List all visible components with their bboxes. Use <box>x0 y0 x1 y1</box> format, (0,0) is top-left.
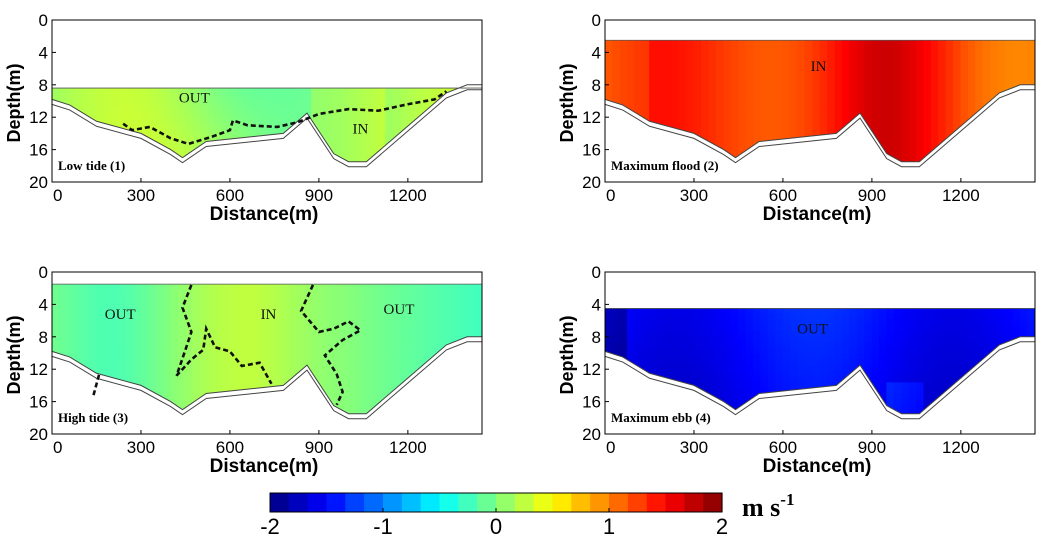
x-tick-label: 0 <box>606 186 615 205</box>
river-bed-line <box>51 84 482 163</box>
x-tick-label: 1200 <box>942 438 980 457</box>
velocity-field <box>605 40 1035 162</box>
x-tick-label: 300 <box>680 186 708 205</box>
panel-3: 0 4 8 12 16 20 0 300 600 900 1200 Distance(m) Depth(… <box>4 263 483 477</box>
river-bank-line <box>604 341 1035 420</box>
y-tick-label: 16 <box>29 141 48 160</box>
x-tick-label: 600 <box>769 186 797 205</box>
x-tick-label: 1200 <box>942 186 980 205</box>
x-tick-label: 0 <box>606 438 615 457</box>
x-tick-label: 600 <box>216 438 244 457</box>
x-tick-label: 900 <box>858 438 886 457</box>
x-tick-label: 300 <box>127 438 155 457</box>
y-tick-label: 4 <box>39 43 48 62</box>
axes-box <box>51 271 483 435</box>
river-bed-line <box>604 336 1035 415</box>
x-tick-label: 900 <box>858 186 886 205</box>
colorbar-unit-base: m s <box>742 493 780 522</box>
y-tick-label: 4 <box>39 295 48 314</box>
y-tick-label: 4 <box>592 295 601 314</box>
y-tick-label: 12 <box>582 108 601 127</box>
x-tick-label: 600 <box>769 438 797 457</box>
panel-2: 0 4 8 12 16 20 0 300 600 900 1200 Distance(m) Depth(… <box>557 11 1036 225</box>
velocity-field <box>52 284 482 414</box>
y-tick-label: 12 <box>582 360 601 379</box>
panel-1: 0 4 8 12 16 20 0 300 600 900 1200 Distance(m) Depth(… <box>4 11 483 225</box>
x-tick-label: 300 <box>680 438 708 457</box>
colorbar-tick-label: 2 <box>716 514 728 539</box>
y-tick-label: 16 <box>29 393 48 412</box>
x-tick-label: 0 <box>53 438 62 457</box>
river-bed-line <box>51 336 482 415</box>
y-tick-label: 4 <box>592 43 601 62</box>
y-tick-label: 16 <box>582 393 601 412</box>
colorbar: -2 -1 0 1 2m s-1 <box>260 490 794 539</box>
y-tick-label: 8 <box>39 76 48 95</box>
y-tick-label: 0 <box>592 263 601 282</box>
flow-direction-label: IN <box>352 121 368 137</box>
colorbar-tick-label: -1 <box>373 514 393 539</box>
panel-4: 0 4 8 12 16 20 0 300 600 900 1200 Distance(m) Depth(… <box>557 263 1036 477</box>
panel-label: High tide (3) <box>58 410 128 425</box>
y-tick-label: 12 <box>29 108 48 127</box>
y-axis-label: Depth(m) <box>557 64 577 143</box>
flow-direction-label: IN <box>261 307 277 323</box>
colorbar-tick-label: 1 <box>603 514 615 539</box>
x-tick-label: 0 <box>53 186 62 205</box>
y-tick-label: 8 <box>592 328 601 347</box>
y-axis-label: Depth(m) <box>4 316 24 395</box>
y-tick-label: 16 <box>582 141 601 160</box>
y-axis-label: Depth(m) <box>557 316 577 395</box>
colorbar-unit-exponent: -1 <box>780 490 794 509</box>
x-tick-label: 600 <box>216 186 244 205</box>
zero-velocity-contour <box>175 284 273 385</box>
axes-box <box>51 19 483 183</box>
y-tick-label: 8 <box>39 328 48 347</box>
x-axis-label: Distance(m) <box>210 204 319 225</box>
y-tick-label: 8 <box>592 76 601 95</box>
y-tick-label: 20 <box>582 425 601 444</box>
flow-direction-label: OUT <box>384 302 415 318</box>
flow-direction-label: IN <box>811 59 827 75</box>
x-tick-label: 1200 <box>389 186 427 205</box>
panel-label: Maximum flood (2) <box>611 158 719 173</box>
x-axis-label: Distance(m) <box>763 204 872 225</box>
y-tick-label: 20 <box>29 173 48 192</box>
x-axis-label: Distance(m) <box>763 456 872 477</box>
y-tick-label: 0 <box>39 11 48 30</box>
zero-velocity-contour <box>92 372 101 396</box>
river-bank-line <box>51 89 482 168</box>
river-bank-line <box>51 341 482 420</box>
x-axis-label: Distance(m) <box>210 456 319 477</box>
axes-box <box>604 271 1036 435</box>
x-tick-label: 1200 <box>389 438 427 457</box>
y-axis-label: Depth(m) <box>4 64 24 143</box>
flow-direction-label: OUT <box>105 307 136 323</box>
river-bed-line <box>604 84 1035 163</box>
colorbar-tick-label: 0 <box>490 514 502 539</box>
y-tick-label: 20 <box>29 425 48 444</box>
x-tick-label: 300 <box>127 186 155 205</box>
y-tick-label: 12 <box>29 360 48 379</box>
river-bank-line <box>604 89 1035 168</box>
y-tick-label: 20 <box>582 173 601 192</box>
colorbar-tick-label: -2 <box>260 514 280 539</box>
panel-label: Maximum ebb (4) <box>611 410 711 425</box>
y-tick-label: 0 <box>39 263 48 282</box>
flow-direction-label: OUT <box>797 322 828 338</box>
panel-label: Low tide (1) <box>58 158 125 173</box>
x-tick-label: 900 <box>305 186 333 205</box>
y-tick-label: 0 <box>592 11 601 30</box>
axes-box <box>604 19 1036 183</box>
x-tick-label: 900 <box>305 438 333 457</box>
zero-velocity-contour <box>122 90 448 146</box>
flow-direction-label: OUT <box>179 91 210 107</box>
colorbar-unit: m s-1 <box>742 490 794 522</box>
